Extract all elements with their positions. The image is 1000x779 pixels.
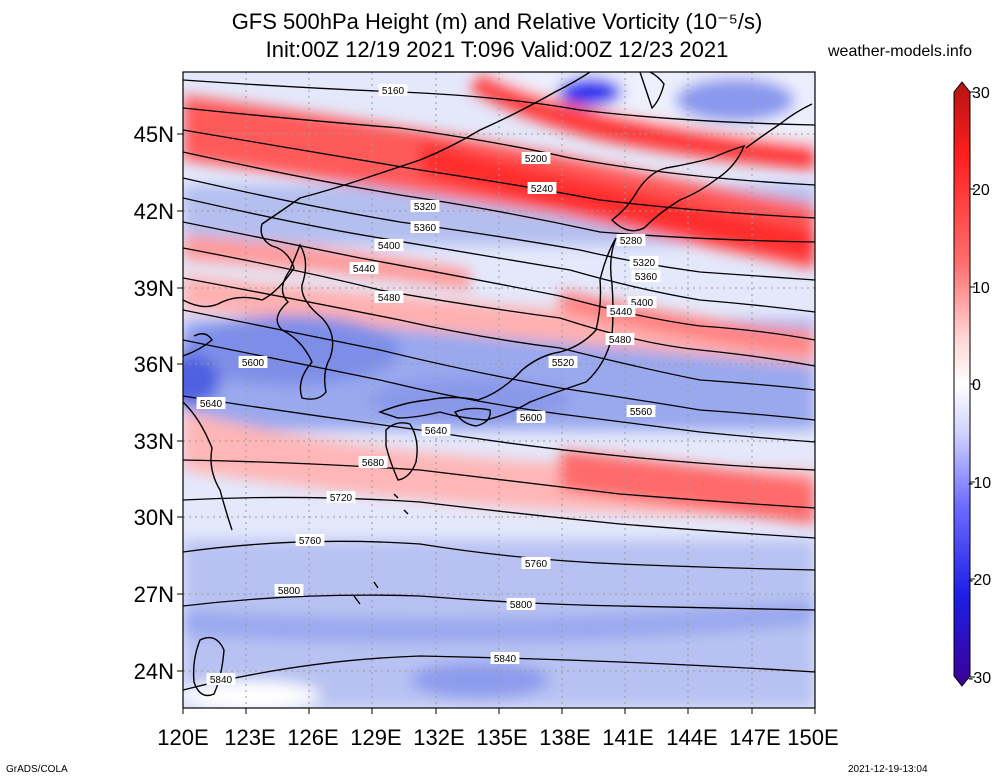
contour-label-bg (490, 652, 520, 664)
colorbar-tick: -10 (968, 475, 991, 492)
contour-label-bg (326, 491, 356, 503)
contour-label: 5480 (609, 335, 632, 346)
contour-label: 5320 (633, 258, 656, 269)
lon-label: 126E (287, 725, 338, 750)
lat-label: 30N (134, 505, 174, 530)
contour-label: 5840 (494, 654, 517, 665)
contour-label-bg (274, 584, 304, 596)
contour-label: 5440 (353, 264, 376, 275)
contour-label-bg (548, 356, 578, 368)
contour-label: 5400 (631, 298, 654, 309)
vorticity-field (183, 72, 815, 708)
contour-label-bg (238, 356, 268, 368)
contour-label: 5640 (425, 426, 448, 437)
lon-label: 144E (666, 725, 717, 750)
colorbar: 30 20 10 0 -10 -20 -30 (953, 81, 991, 687)
contour-label: 5160 (382, 86, 405, 97)
contour-label-bg (521, 152, 551, 164)
contour-label: 5720 (330, 493, 353, 504)
contour-label: 5400 (378, 241, 401, 252)
contour-label-bg (410, 221, 440, 233)
contour-label: 5600 (520, 413, 543, 424)
lat-label: 45N (134, 122, 174, 147)
lon-label: 135E (476, 725, 527, 750)
contour-label-bg (521, 557, 551, 569)
contour-labels: 5160 5200 5240 5280 5320 5320 5360 5360 5400 5400… (196, 84, 661, 686)
contour-label-bg (374, 239, 404, 251)
lat-label: 24N (134, 659, 174, 684)
lat-label: 42N (134, 199, 174, 224)
contour-label-bg (629, 256, 659, 268)
contour-label: 5520 (552, 358, 575, 369)
lon-label: 150E (787, 725, 838, 750)
lat-label: 27N (134, 582, 174, 607)
lon-label: 129E (350, 725, 401, 750)
contour-label: 5280 (620, 236, 643, 247)
lon-label: 141E (602, 725, 653, 750)
contour-label-bg (506, 598, 536, 610)
contour-label: 5560 (630, 407, 653, 418)
colorbar-gradient (953, 81, 971, 687)
contour-label: 5200 (525, 154, 548, 165)
contour-label-bg (606, 305, 636, 317)
contour-label: 5440 (610, 307, 633, 318)
contour-label: 5760 (525, 559, 548, 570)
latitude-labels: 45N 42N 39N 36N 33N 30N 27N 24N (134, 122, 174, 684)
title-line-1: GFS 500hPa Height (m) and Relative Vorti… (231, 9, 763, 34)
colorbar-tick: 0 (972, 377, 981, 394)
lon-label: 147E (729, 725, 780, 750)
contour-label: 5360 (414, 223, 437, 234)
contour-label-bg (516, 411, 546, 423)
website-label: weather-models.info (828, 43, 973, 60)
lon-label: 120E (157, 725, 208, 750)
colorbar-tick: -30 (968, 670, 991, 687)
contour-label-bg (410, 200, 440, 212)
longitude-labels: 120E 123E 126E 129E 132E 135E 138E 141E … (157, 725, 838, 750)
colorbar-tick: -20 (968, 572, 991, 589)
title-line-2: Init:00Z 12/19 2021 T:096 Valid:00Z 12/2… (265, 37, 729, 62)
contour-label: 5680 (362, 458, 385, 469)
contour-label: 5760 (299, 536, 322, 547)
render-timestamp: 2021-12-19-13:04 (848, 764, 928, 775)
contour-label-bg (421, 424, 451, 436)
contour-label: 5800 (510, 600, 533, 611)
contour-label-bg (358, 456, 388, 468)
contour-label-bg (631, 270, 661, 282)
contour-label: 5320 (414, 202, 437, 213)
contour-label: 5360 (635, 272, 658, 283)
contour-label-bg (196, 397, 226, 409)
contour-label: 5800 (278, 586, 301, 597)
contour-label: 5640 (200, 399, 223, 410)
contour-label-bg (206, 673, 236, 685)
contour-label: 5240 (531, 184, 554, 195)
lon-label: 132E (413, 725, 464, 750)
contour-label-bg (527, 182, 557, 194)
colorbar-tick: 10 (972, 280, 990, 297)
lat-label: 39N (134, 276, 174, 301)
contour-label: 5840 (210, 675, 233, 686)
software-credit: GrADS/COLA (6, 764, 68, 775)
contour-label-bg (295, 534, 325, 546)
contour-label-bg (626, 405, 656, 417)
lon-label: 138E (539, 725, 590, 750)
lon-label: 123E (224, 725, 275, 750)
contour-label-bg (616, 234, 646, 246)
contour-label: 5480 (378, 293, 401, 304)
contour-label-bg (605, 333, 635, 345)
contour-label-bg (374, 291, 404, 303)
axis-ticks (177, 133, 816, 714)
contour-label-bg (378, 84, 408, 96)
contour-label: 5600 (242, 358, 265, 369)
contour-label-bg (349, 262, 379, 274)
lat-label: 36N (134, 352, 174, 377)
colorbar-tick: 30 (972, 85, 990, 102)
height-contours (183, 79, 815, 691)
colorbar-tick: 20 (972, 182, 990, 199)
lat-label: 33N (134, 429, 174, 454)
